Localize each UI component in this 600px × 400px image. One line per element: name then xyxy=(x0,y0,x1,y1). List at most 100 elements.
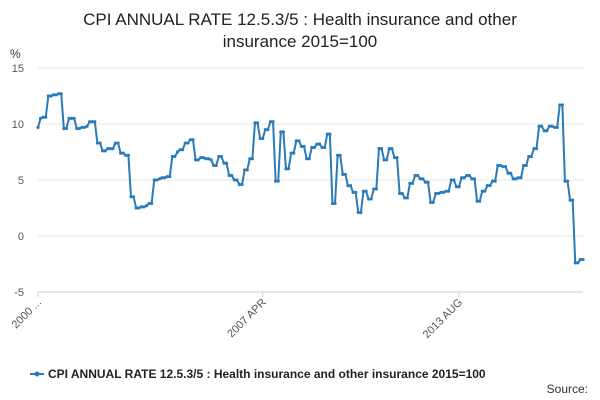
data-point[interactable] xyxy=(462,176,466,180)
data-point[interactable] xyxy=(292,151,296,155)
data-point[interactable] xyxy=(361,189,366,193)
data-point[interactable] xyxy=(367,197,371,201)
data-point[interactable] xyxy=(157,177,161,181)
data-point[interactable] xyxy=(245,168,249,172)
data-point[interactable] xyxy=(521,163,526,168)
data-point[interactable] xyxy=(212,163,216,168)
data-point[interactable] xyxy=(193,158,198,162)
data-point[interactable] xyxy=(514,177,518,181)
data-point[interactable] xyxy=(534,147,539,151)
data-point[interactable] xyxy=(98,141,102,145)
data-point[interactable] xyxy=(119,151,123,155)
data-point[interactable] xyxy=(237,182,242,187)
data-point[interactable] xyxy=(529,154,533,159)
data-point[interactable] xyxy=(379,147,384,151)
data-point[interactable] xyxy=(351,190,355,194)
data-point[interactable] xyxy=(578,257,583,262)
data-point[interactable] xyxy=(90,120,94,124)
data-point[interactable] xyxy=(196,158,200,162)
data-point[interactable] xyxy=(555,125,559,129)
data-point[interactable] xyxy=(281,130,285,134)
data-point[interactable] xyxy=(330,201,335,206)
data-point[interactable] xyxy=(431,200,435,204)
data-point[interactable] xyxy=(576,261,580,265)
data-point[interactable] xyxy=(336,153,340,157)
data-point[interactable] xyxy=(444,189,448,193)
data-point[interactable] xyxy=(85,124,89,128)
data-point[interactable] xyxy=(175,150,180,154)
data-point[interactable] xyxy=(95,141,100,145)
data-point[interactable] xyxy=(134,206,138,210)
data-point[interactable] xyxy=(62,126,66,131)
data-point[interactable] xyxy=(209,158,213,162)
data-point[interactable] xyxy=(573,261,577,265)
data-point[interactable] xyxy=(243,168,247,172)
data-point[interactable] xyxy=(232,178,236,182)
data-point[interactable] xyxy=(472,177,477,181)
data-point[interactable] xyxy=(416,173,420,178)
data-point[interactable] xyxy=(284,167,288,171)
data-point[interactable] xyxy=(429,200,433,204)
data-point[interactable] xyxy=(38,116,43,120)
data-point[interactable] xyxy=(155,178,159,182)
data-point[interactable] xyxy=(323,145,327,150)
data-point[interactable] xyxy=(503,164,508,169)
data-point[interactable] xyxy=(540,124,544,128)
data-point[interactable] xyxy=(137,206,141,210)
data-point[interactable] xyxy=(139,205,143,209)
data-point[interactable] xyxy=(392,156,397,160)
data-point[interactable] xyxy=(46,94,50,98)
data-point[interactable] xyxy=(558,103,562,107)
data-point[interactable] xyxy=(80,125,84,129)
data-point[interactable] xyxy=(286,167,291,171)
data-point[interactable] xyxy=(191,138,195,142)
data-point[interactable] xyxy=(116,141,120,145)
data-point[interactable] xyxy=(348,184,353,188)
data-point[interactable] xyxy=(173,154,177,159)
data-point[interactable] xyxy=(465,173,469,178)
data-point[interactable] xyxy=(235,178,239,182)
data-point[interactable] xyxy=(405,196,409,200)
data-point[interactable] xyxy=(346,184,350,188)
data-point[interactable] xyxy=(168,175,172,179)
data-point[interactable] xyxy=(67,116,71,120)
data-point[interactable] xyxy=(341,172,345,176)
data-point[interactable] xyxy=(217,154,221,159)
data-point[interactable] xyxy=(214,163,218,168)
data-point[interactable] xyxy=(457,185,461,189)
data-point[interactable] xyxy=(364,189,368,193)
data-point[interactable] xyxy=(183,141,187,145)
data-point[interactable] xyxy=(49,94,53,98)
data-point[interactable] xyxy=(51,93,56,97)
data-point[interactable] xyxy=(524,163,528,168)
data-point[interactable] xyxy=(423,180,428,184)
data-point[interactable] xyxy=(36,125,40,129)
data-point[interactable] xyxy=(312,145,316,150)
data-point[interactable] xyxy=(382,158,386,162)
data-point[interactable] xyxy=(418,177,422,181)
data-point[interactable] xyxy=(320,145,324,150)
data-point[interactable] xyxy=(501,164,505,169)
data-point[interactable] xyxy=(317,142,322,146)
data-point[interactable] xyxy=(410,181,415,185)
data-point[interactable] xyxy=(160,176,164,180)
data-point[interactable] xyxy=(188,138,192,142)
data-point[interactable] xyxy=(204,157,208,161)
data-point[interactable] xyxy=(106,147,110,151)
data-point[interactable] xyxy=(527,154,531,159)
data-point[interactable] xyxy=(385,158,389,162)
data-point[interactable] xyxy=(240,182,244,187)
data-point[interactable] xyxy=(452,178,456,182)
data-point[interactable] xyxy=(271,120,275,124)
data-point[interactable] xyxy=(152,178,156,182)
data-point[interactable] xyxy=(439,190,443,194)
data-point[interactable] xyxy=(369,197,373,201)
data-point[interactable] xyxy=(395,156,399,160)
data-point[interactable] xyxy=(230,173,234,178)
data-point[interactable] xyxy=(88,120,92,124)
series-line[interactable] xyxy=(37,92,583,264)
data-point[interactable] xyxy=(338,153,342,157)
data-point[interactable] xyxy=(289,151,293,155)
data-point[interactable] xyxy=(359,210,363,215)
data-point[interactable] xyxy=(454,185,459,189)
